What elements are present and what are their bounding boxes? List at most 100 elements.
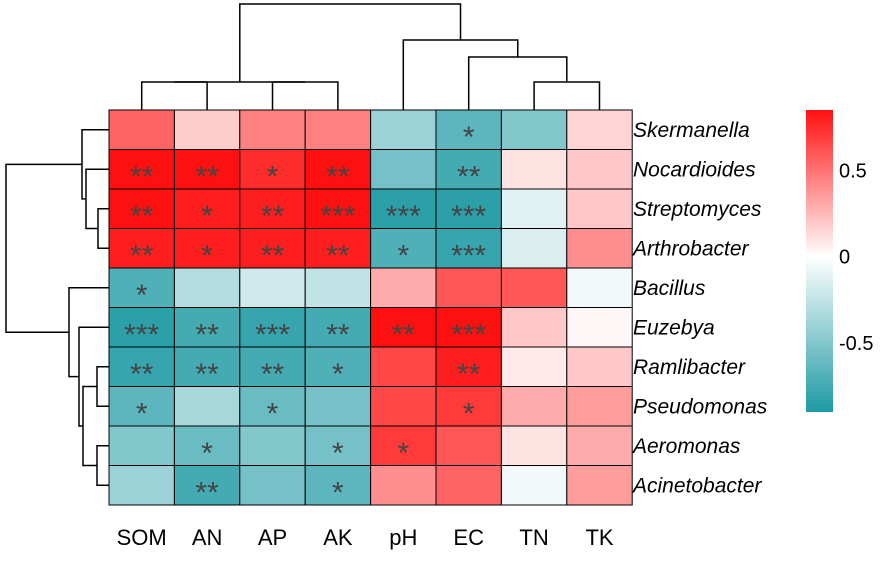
row-dendrogram-link [68,287,109,378]
heatmap-cell-bacillus-som [108,267,175,308]
heatmap-cell-nocardioides-ap [239,149,306,190]
heatmap-cell-acinetobacter-an [173,465,241,506]
significance-mark: * [136,279,148,312]
heatmap-cell-aeromonas-tn [500,425,568,466]
significance-mark: ** [130,239,154,272]
row-label-aeromonas: Aeromonas [631,435,741,458]
significance-mark: ** [457,160,481,193]
significance-mark: * [267,397,279,430]
heatmap-cell-arthrobacter-ec [435,228,502,269]
heatmap-cell-skermanella-ak [304,109,372,150]
column-dendrogram-link [271,81,339,110]
color-bar-gradient [806,110,833,412]
heatmap-cell-streptomyces-ak [304,188,372,229]
significance-mark: ** [130,160,154,193]
column-labels: SOM AN AP AK pH EC TN TK [117,525,614,550]
significance-mark: ** [261,358,285,391]
column-label-ec: EC [453,525,484,550]
row-dendrogram-link [5,163,82,333]
heatmap-cell-pseudomonas-ph [370,386,437,427]
heatmap-cell-euzebya-som [108,307,175,348]
heatmap-cell-arthrobacter-tk [566,228,633,269]
column-dendrogram-link [402,39,519,110]
heatmap-cell-acinetobacter-ak [304,465,372,506]
color-bar-tick-label: 0.5 [839,160,867,182]
significance-mark: ** [261,239,285,272]
significance-mark: ** [195,476,219,509]
heatmap-cell-aeromonas-ap [239,425,306,466]
heatmap-cell-bacillus-ec [435,267,502,308]
heatmap-cell-aeromonas-som [108,425,175,466]
significance-mark: * [201,239,213,272]
heatmap-cell-skermanella-an [173,109,241,150]
column-dendrogram [140,3,601,110]
row-dendrogram-link [82,385,97,467]
heatmap-cell-ramlibacter-som [108,346,175,387]
heatmap-cell-nocardioides-ph [370,149,437,190]
significance-mark: * [332,437,344,470]
heatmap-cell-acinetobacter-ph [370,465,437,506]
heatmap-cell-pseudomonas-tn [500,386,568,427]
row-label-ramlibacter: Ramlibacter [633,356,746,379]
significance-mark: *** [451,318,486,351]
significance-mark: *** [386,200,421,233]
heatmap-cell-euzebya-ec [435,307,502,348]
heatmap-cell-streptomyces-ap [239,188,306,229]
significance-mark: ** [195,160,219,193]
row-label-skermanella: Skermanella [633,119,750,142]
significance-mark: * [463,121,475,154]
color-bar-ticks: 0.5 0 -0.5 [839,160,873,355]
row-dendrogram-link [96,366,109,407]
heatmap-cell-pseudomonas-tk [566,386,633,427]
significance-mark: * [463,397,475,430]
significance-mark: *** [451,200,486,233]
row-label-pseudomonas: Pseudomonas [633,395,768,418]
significance-mark: ** [130,200,154,233]
column-label-ph: pH [389,525,417,550]
heatmap-cell-streptomyces-tn [500,188,568,229]
column-dendrogram-link [239,3,462,82]
row-label-nocardioides: Nocardioides [633,158,756,181]
color-bar [806,110,833,412]
significance-mark: *** [124,318,159,351]
heatmap-cell-bacillus-ap [239,267,306,308]
heatmap-cell-nocardioides-ec [435,149,502,190]
row-dendrogram [5,129,109,486]
heatmap-cell-nocardioides-tn [500,149,568,190]
significance-mark: ** [261,200,285,233]
column-dendrogram-link [467,56,568,110]
heatmap-cell-aeromonas-ak [304,425,372,466]
column-label-an: AN [192,525,223,550]
column-label-tn: TN [519,525,548,550]
heatmap-cell-nocardioides-tk [566,149,633,190]
color-bar-tick-label: 0 [839,247,850,269]
significance-mark: * [136,397,148,430]
heatmap-cell-bacillus-ak [304,267,372,308]
heatmap-cell-nocardioides-an [173,149,241,190]
heatmap-cell-acinetobacter-tn [500,465,568,506]
column-label-tk: TK [585,525,613,550]
column-label-ap: AP [258,525,287,550]
heatmap-cell-ramlibacter-tn [500,346,568,387]
significance-mark: * [267,160,279,193]
row-label-acinetobacter: Acinetobacter [631,474,762,497]
significance-mark: *** [451,239,486,272]
significance-mark: * [201,437,213,470]
row-dendrogram-link [96,445,109,486]
heatmap-cell-skermanella-tn [500,109,568,150]
heatmap-cell-aeromonas-tk [566,425,633,466]
heatmap-cell-aeromonas-ec [435,425,502,466]
row-label-arthrobacter: Arthrobacter [631,237,750,260]
heatmap-cell-streptomyces-tk [566,188,633,229]
row-label-euzebya: Euzebya [633,316,715,339]
significance-mark: *** [320,200,355,233]
significance-marks: *** ** * ** **** * ** *** *** ***** * ** ** * ******* *… [124,121,486,510]
heatmap-cell-pseudomonas-ak [304,386,372,427]
significance-mark: * [397,437,409,470]
heatmap-cell-pseudomonas-som [108,386,175,427]
heatmap-cell-skermanella-som [108,109,175,150]
significance-mark: ** [326,160,350,193]
heatmap-cell-skermanella-ph [370,109,437,150]
heatmap-cell-arthrobacter-an [173,228,241,269]
